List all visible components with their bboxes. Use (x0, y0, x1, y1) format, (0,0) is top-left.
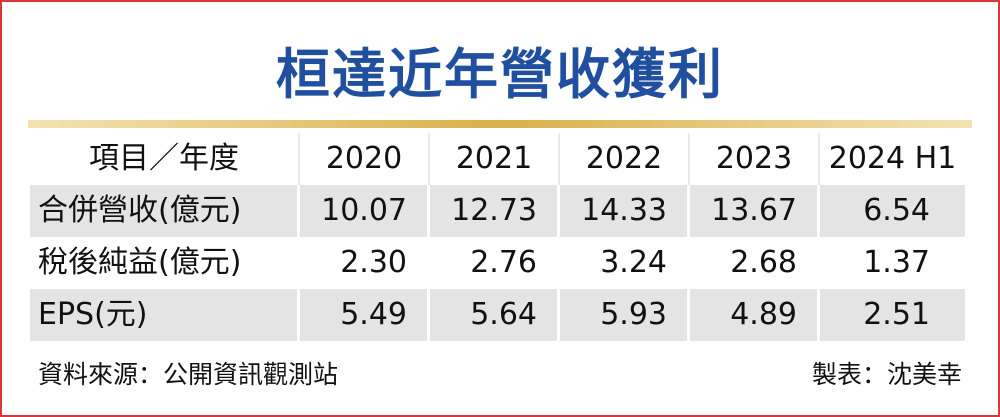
cell: 2020 (300, 133, 430, 185)
row-label: 項目／年度 (30, 133, 300, 185)
row-label: EPS(元) (30, 289, 300, 341)
cell: 6.54 (820, 185, 965, 237)
cell: 10.07 (300, 185, 430, 237)
cell: 2.76 (430, 237, 560, 289)
cell: 12.73 (430, 185, 560, 237)
table: 項目／年度 2020 2021 2022 2023 2024 H1 合併營收(億元) 10.0… (30, 133, 965, 341)
title: 桓達近年營收獲利 (276, 43, 724, 106)
author: 製表：沈美幸 (811, 360, 962, 389)
cell: 14.33 (560, 185, 690, 237)
cell: 1.37 (863, 245, 930, 280)
cell: 2.30 (300, 237, 430, 289)
row-label: 合併營收(億元) (30, 185, 300, 237)
table-row: 合併營收(億元) 10.07 12.73 14.33 13.67 6.54 (30, 185, 965, 237)
table-row: 稅後純益(億元) 2.30 2.76 3.24 2.68 1.37 (30, 237, 965, 289)
cell: 2.51 (820, 289, 965, 341)
cell: 4.89 (690, 289, 820, 341)
source: 資料來源：公開資訊觀測站 (38, 360, 339, 389)
row-label: 稅後純益(億元) (30, 237, 300, 289)
cell: 3.24 (560, 237, 690, 289)
divider (28, 120, 972, 128)
cell: 2023 (690, 133, 820, 185)
cell: 2.68 (690, 237, 820, 289)
cell: 5.49 (300, 289, 430, 341)
table-row: EPS(元) 5.49 5.64 5.93 4.89 2.51 (30, 289, 965, 341)
cell: 13.67 (690, 185, 820, 237)
cell: 5.64 (430, 289, 560, 341)
cell: 2021 (430, 133, 560, 185)
header-row: 項目／年度 2020 2021 2022 2023 2024 H1 (30, 133, 965, 185)
cell: 5.93 (560, 289, 690, 341)
cell: 2022 (560, 133, 690, 185)
cell: 2024 H1 (828, 141, 957, 176)
